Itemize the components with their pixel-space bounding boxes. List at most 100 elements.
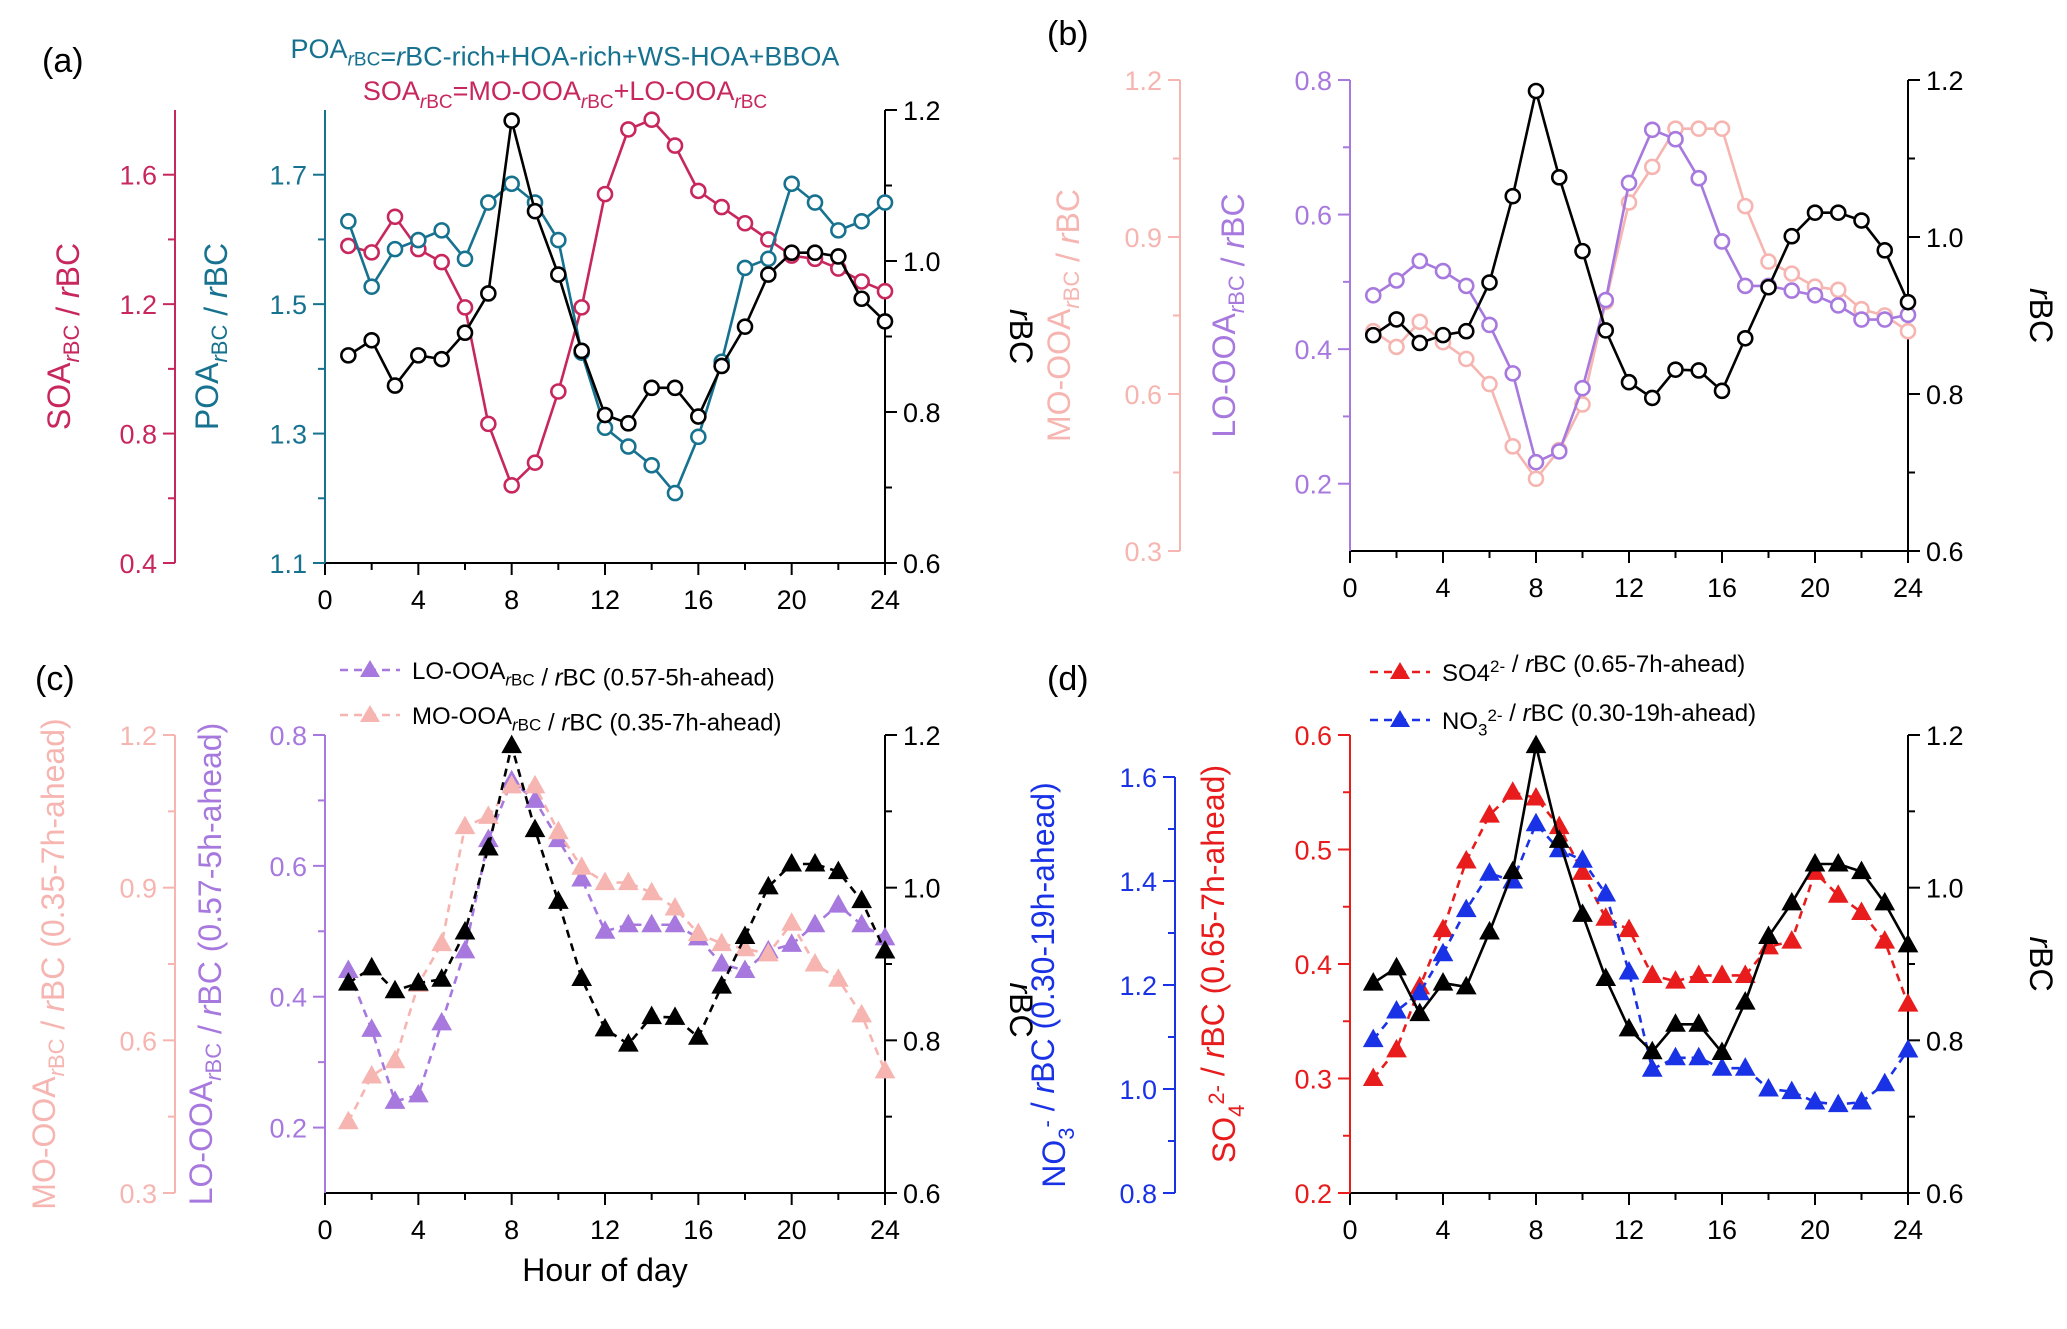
rbc-tick-label: 0.8	[1926, 1026, 1964, 1056]
rbc-axis-label: rBC	[2023, 936, 2059, 991]
data-point	[1525, 734, 1547, 754]
data-point	[1783, 265, 1801, 282]
data-point	[1781, 930, 1803, 949]
data-point	[1620, 373, 1638, 391]
mo-tick-label: 0.3	[1124, 537, 1162, 567]
data-point	[1618, 1017, 1640, 1037]
data-point	[690, 182, 707, 200]
data-point	[617, 1033, 639, 1052]
data-point	[711, 952, 733, 972]
data-point	[550, 266, 567, 283]
data-point	[641, 913, 663, 933]
data-point	[363, 331, 380, 349]
rbc-tick-label: 1.0	[1926, 223, 1964, 253]
data-point	[1504, 365, 1522, 382]
data-point	[524, 789, 546, 808]
data-point	[1481, 274, 1498, 291]
rbc-tick-label: 0.6	[903, 549, 941, 579]
data-point	[1527, 453, 1545, 471]
data-point	[1362, 1067, 1384, 1086]
data-point	[1364, 287, 1382, 304]
data-point	[1411, 252, 1429, 270]
data-point	[713, 198, 730, 216]
series-line	[347, 118, 886, 488]
x-tick-label: 16	[1707, 573, 1737, 603]
data-point	[1781, 891, 1803, 911]
no3-tick-label: 1.6	[1119, 763, 1157, 793]
rbc-tick-label: 0.8	[903, 398, 941, 428]
data-point	[503, 477, 520, 494]
data-point	[454, 920, 476, 940]
legend-marker	[360, 660, 380, 677]
data-point	[1455, 849, 1477, 869]
lo-tick-label: 0.6	[269, 852, 307, 882]
data-point	[1362, 972, 1384, 991]
data-point	[410, 231, 427, 249]
panel-label: (a)	[42, 42, 84, 80]
data-point	[827, 894, 849, 913]
data-point	[456, 299, 474, 316]
data-point	[830, 222, 847, 239]
data-point	[617, 871, 639, 891]
data-point	[550, 383, 567, 400]
data-point	[641, 1005, 663, 1025]
data-point	[594, 871, 616, 891]
x-tick-label: 8	[1528, 1215, 1543, 1245]
data-point	[594, 1017, 616, 1037]
data-point	[340, 213, 357, 230]
rbc-tick-label: 1.0	[903, 874, 941, 904]
data-point	[1572, 861, 1593, 880]
data-point	[407, 972, 429, 991]
data-point	[1574, 242, 1591, 260]
data-point	[1550, 169, 1568, 186]
data-point	[781, 912, 803, 931]
data-point	[736, 318, 754, 335]
lo-tick-label: 0.2	[1294, 470, 1332, 500]
data-point	[620, 415, 637, 432]
series-line	[1372, 90, 1910, 400]
data-point	[571, 967, 593, 987]
data-point	[526, 454, 544, 471]
lo-tick-label: 0.4	[1294, 335, 1332, 365]
mo-tick-label: 0.6	[119, 1026, 157, 1056]
data-point	[1641, 1040, 1663, 1060]
data-point	[827, 860, 849, 880]
data-point	[1550, 443, 1568, 460]
mo-tick-label: 1.2	[119, 721, 157, 751]
x-tick-label: 4	[411, 1215, 426, 1245]
series-line	[1372, 127, 1909, 481]
x-tick-label: 20	[777, 585, 807, 615]
data-point	[1829, 204, 1847, 221]
data-point	[1388, 272, 1405, 289]
legend-label: SO42- / rBC (0.65-7h-ahead)	[1442, 651, 1745, 687]
data-point	[876, 282, 894, 300]
rbc-tick-label: 1.2	[903, 96, 941, 126]
rbc-axis-label: rBC	[1003, 309, 1039, 364]
data-point	[734, 925, 756, 945]
data-point	[1388, 311, 1405, 328]
poa-tick-label: 1.1	[269, 549, 307, 579]
rbc-axis-label: rBC	[2023, 288, 2059, 343]
poa-tick-label: 1.7	[269, 161, 307, 191]
x-tick-label: 4	[1435, 573, 1450, 603]
data-point	[454, 939, 476, 959]
mo-axis-label: MO-OOArBC / rBC	[1041, 189, 1086, 442]
data-point	[1479, 862, 1500, 881]
series-line	[347, 778, 886, 1103]
x-tick-label: 8	[1528, 573, 1543, 603]
data-point	[620, 438, 637, 455]
panel-a: 0 4 8 12 16 20 24 (a) 0.4 0.8 1.2 1.6 SOArBC / rBC 1.…	[41, 34, 1039, 615]
data-point	[431, 1011, 453, 1031]
data-point	[480, 285, 497, 302]
soa-axis-label: SOArBC / rBC	[41, 243, 86, 430]
data-point	[1597, 291, 1615, 309]
data-point	[736, 259, 754, 277]
data-point	[1618, 960, 1640, 980]
data-point	[1736, 329, 1754, 347]
data-point	[853, 213, 870, 230]
data-point	[550, 231, 567, 249]
data-point	[386, 377, 404, 394]
series-line	[347, 120, 886, 425]
no3-axis-label: NO3- / rBC (0.30-19h-ahead)	[1025, 782, 1079, 1188]
x-tick-label: 0	[317, 1215, 332, 1245]
